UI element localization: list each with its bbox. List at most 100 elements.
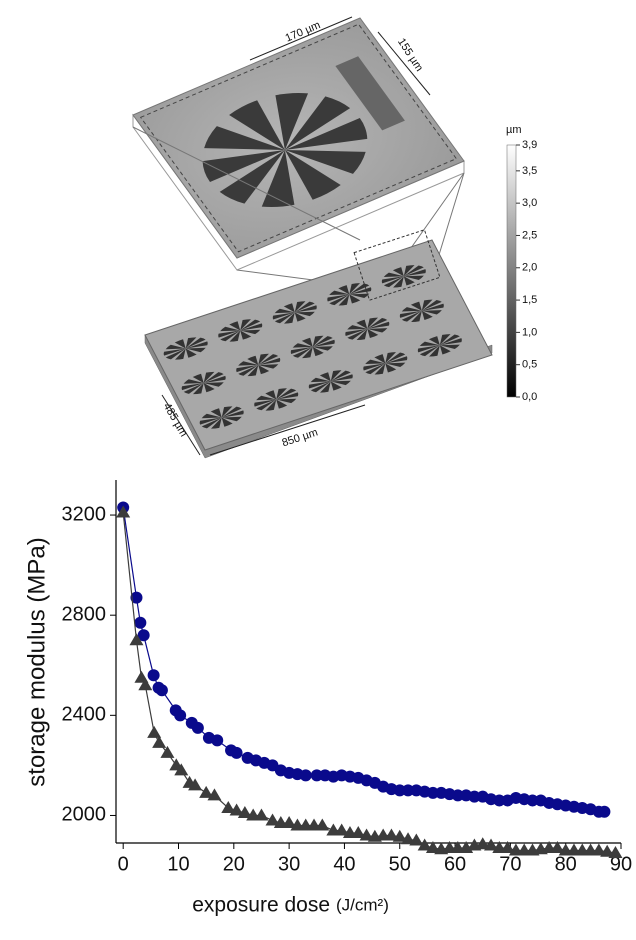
petal [349, 283, 360, 295]
petal [347, 325, 368, 330]
petal [219, 149, 285, 204]
petal [403, 276, 415, 286]
petal [258, 364, 279, 369]
petal [292, 343, 313, 348]
petal [347, 328, 368, 340]
petal [385, 363, 397, 373]
petal [218, 330, 241, 338]
petal [221, 417, 233, 427]
petal [199, 417, 222, 425]
petal [338, 294, 350, 306]
petal [221, 406, 233, 418]
petal [181, 383, 204, 391]
colorbar-tick-label: 3,9 [522, 139, 537, 151]
petal [240, 330, 252, 340]
data-point [359, 828, 374, 841]
petal [274, 308, 295, 314]
y-tick-label: 2400 [62, 704, 107, 726]
petal [312, 335, 324, 347]
petal [421, 310, 442, 315]
petal [203, 382, 224, 387]
data-point [500, 841, 515, 854]
petal [276, 399, 288, 409]
colorbar-unit: µm [506, 124, 522, 136]
petal [240, 323, 263, 331]
dimension-line [377, 31, 431, 96]
petal [276, 398, 297, 404]
petal [403, 265, 415, 277]
data-point [174, 763, 189, 776]
petal [383, 276, 404, 288]
petal [302, 346, 313, 359]
data-point [155, 684, 168, 697]
petal [367, 318, 388, 329]
petal [374, 363, 386, 375]
petal [185, 337, 197, 349]
petal [185, 347, 206, 353]
petal [229, 321, 241, 331]
data-point [211, 734, 224, 747]
x-tick-label: 80 [555, 853, 577, 875]
petal [365, 359, 386, 365]
petal [320, 381, 331, 393]
x-tick-label: 70 [499, 853, 521, 875]
data-point [468, 790, 481, 803]
petal [329, 290, 350, 296]
petal [183, 379, 204, 384]
petal [238, 361, 259, 366]
data-point [393, 784, 406, 797]
petal [276, 388, 287, 400]
petal [183, 383, 204, 394]
petal [410, 301, 422, 311]
data-point [310, 769, 323, 782]
petal [254, 399, 277, 407]
petal [203, 372, 224, 383]
data-point [254, 808, 269, 821]
petal [367, 328, 388, 333]
petal [220, 326, 241, 332]
petal [294, 311, 315, 317]
petal [345, 328, 368, 336]
petal [294, 305, 317, 313]
petal [330, 374, 353, 382]
petal [349, 287, 372, 295]
petal [439, 334, 451, 346]
zoom-connector [236, 172, 465, 290]
dimension-label: 155 µm [395, 36, 425, 74]
data-point [137, 629, 150, 642]
data-point [550, 841, 565, 854]
petal [256, 395, 277, 401]
petal [247, 355, 259, 365]
petal [284, 117, 368, 150]
petal [329, 294, 350, 306]
data-point [598, 805, 611, 818]
petal [292, 346, 313, 358]
data-point [475, 837, 490, 850]
array-plate [145, 240, 492, 450]
colorbar-tick-label: 2,5 [522, 229, 537, 241]
petal [308, 381, 331, 389]
petal [265, 390, 277, 400]
petal [165, 344, 186, 350]
petal [312, 346, 333, 351]
data-point [384, 828, 399, 841]
colorbar-tick-label: 1,0 [522, 326, 537, 338]
petal [411, 310, 422, 322]
fit-line [122, 507, 605, 813]
petal [185, 341, 208, 349]
petal [403, 269, 426, 277]
petal [236, 364, 259, 373]
petal [392, 267, 404, 277]
petal [290, 346, 313, 355]
zoom-connector [132, 126, 361, 241]
petal [385, 352, 406, 364]
data-point [199, 785, 214, 798]
petal [283, 303, 295, 313]
petal [417, 345, 440, 353]
petal [327, 294, 350, 302]
petal [363, 363, 386, 371]
petal [284, 96, 351, 150]
petal [238, 364, 259, 376]
petal [204, 126, 285, 150]
zoom-region [353, 229, 441, 301]
